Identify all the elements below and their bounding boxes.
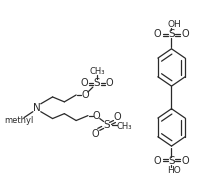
Text: O: O bbox=[81, 90, 89, 100]
Text: CH₃: CH₃ bbox=[89, 67, 105, 76]
Text: O: O bbox=[181, 156, 189, 166]
Text: O: O bbox=[154, 156, 162, 166]
Text: O: O bbox=[154, 29, 162, 39]
Text: S: S bbox=[168, 156, 175, 166]
Text: S: S bbox=[93, 78, 100, 88]
Text: O: O bbox=[92, 129, 100, 139]
Text: methyl: methyl bbox=[4, 116, 34, 125]
Text: O: O bbox=[106, 78, 113, 88]
Text: O: O bbox=[114, 112, 121, 122]
Text: O: O bbox=[181, 29, 189, 39]
Text: O: O bbox=[80, 78, 88, 88]
Text: S: S bbox=[103, 120, 110, 131]
Text: OH: OH bbox=[168, 20, 181, 29]
Text: O: O bbox=[93, 111, 101, 121]
Text: HO: HO bbox=[168, 166, 181, 175]
Text: CH₃: CH₃ bbox=[116, 122, 132, 131]
Text: N: N bbox=[33, 103, 41, 113]
Text: S: S bbox=[168, 29, 175, 39]
